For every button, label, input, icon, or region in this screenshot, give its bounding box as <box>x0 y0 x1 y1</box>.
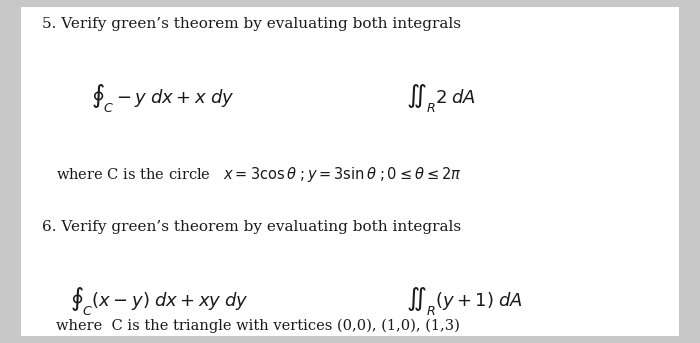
Text: $\iint_R 2\;dA$: $\iint_R 2\;dA$ <box>406 82 476 114</box>
Text: $\oint_C (x-y)\;dx + xy\;dy$: $\oint_C (x-y)\;dx + xy\;dy$ <box>70 285 248 317</box>
Text: where  C is the triangle with vertices (0,0), (1,0), (1,3): where C is the triangle with vertices (0… <box>56 318 460 333</box>
Text: 6. Verify green’s theorem by evaluating both integrals: 6. Verify green’s theorem by evaluating … <box>42 220 461 234</box>
Text: $\oint_C -y\;dx + x\;dy$: $\oint_C -y\;dx + x\;dy$ <box>91 82 234 114</box>
FancyBboxPatch shape <box>21 7 679 336</box>
Text: $\iint_R (y+1)\;dA$: $\iint_R (y+1)\;dA$ <box>406 285 523 317</box>
Text: 5. Verify green’s theorem by evaluating both integrals: 5. Verify green’s theorem by evaluating … <box>42 17 461 31</box>
Text: where C is the circle   $x = 3\cos\theta\;; y = 3\sin\theta\;; 0 \leq \theta \le: where C is the circle $x = 3\cos\theta\;… <box>56 165 461 184</box>
